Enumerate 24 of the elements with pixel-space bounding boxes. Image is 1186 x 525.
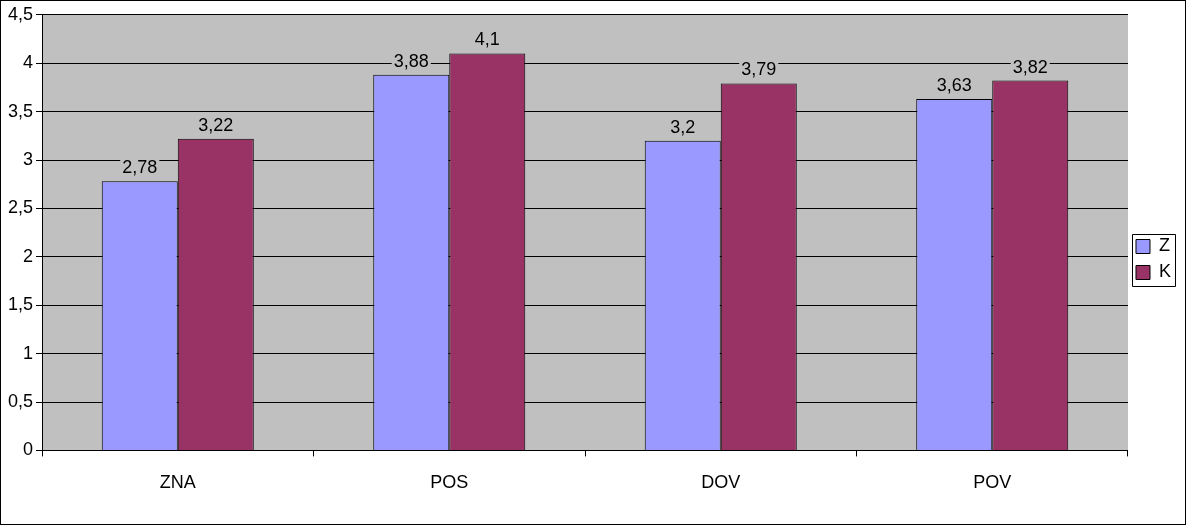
data-label: 3,82 — [1012, 56, 1048, 77]
y-tick-label: 1,5 — [7, 294, 34, 315]
y-tick-label: 3,5 — [7, 100, 34, 121]
y-tick-label: 4 — [23, 52, 34, 73]
data-label: 3,79 — [741, 59, 777, 80]
y-tick-label: 2 — [23, 245, 34, 266]
y-tick-label: 3 — [23, 148, 34, 169]
data-label: 3,88 — [393, 50, 429, 71]
y-tick-label: 0,5 — [7, 390, 34, 411]
data-label: 3,63 — [936, 74, 972, 95]
y-tick-label: 4,5 — [7, 3, 34, 24]
data-label: 3,22 — [198, 114, 234, 135]
y-tick-label: 0 — [23, 439, 34, 460]
x-tick-label: DOV — [701, 472, 741, 493]
y-tick-label: 2,5 — [7, 197, 34, 218]
y-tick-label: 1 — [23, 342, 34, 363]
data-label: 2,78 — [122, 157, 158, 178]
x-tick-label: POS — [430, 472, 469, 493]
x-tick-label: POV — [973, 472, 1012, 493]
legend-label: Z — [1158, 235, 1170, 256]
legend-label: K — [1158, 261, 1172, 282]
data-label: 4,1 — [474, 29, 500, 50]
x-tick-label: ZNA — [159, 472, 196, 493]
data-label: 3,2 — [670, 116, 696, 137]
